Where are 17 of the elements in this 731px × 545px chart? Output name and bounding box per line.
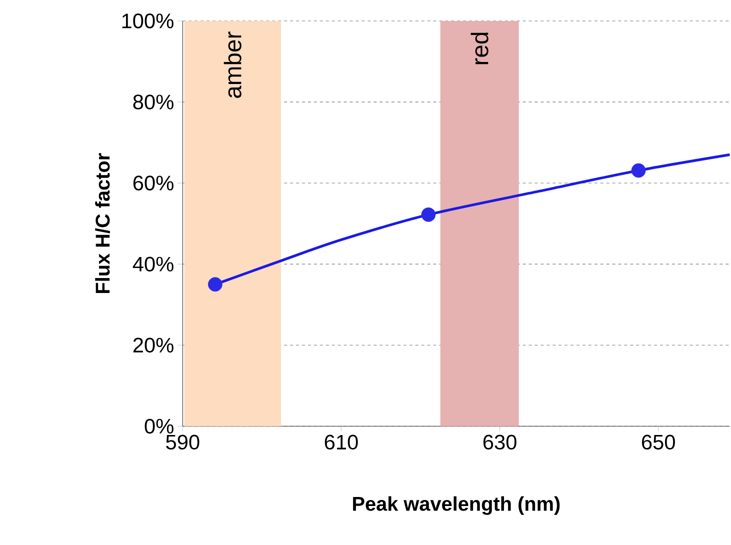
x-axis-title: Peak wavelength (nm) xyxy=(353,496,560,515)
y-axis-title: Flux H/C factor xyxy=(95,153,110,293)
band-label: amber xyxy=(224,32,242,98)
y-tick-label: 60% xyxy=(133,176,174,190)
x-tick-label: 590 xyxy=(166,434,200,450)
x-tick-label: 610 xyxy=(324,434,358,450)
point xyxy=(421,207,436,222)
point xyxy=(631,163,646,178)
y-tick-label: 40% xyxy=(132,256,174,272)
band-label: red xyxy=(470,32,488,64)
x-tick-label: 630 xyxy=(483,434,516,450)
y-tick-label: 80% xyxy=(133,94,174,110)
point xyxy=(208,277,222,292)
x-tick-label: 650 xyxy=(642,434,675,450)
y-tick-label: 20% xyxy=(133,338,174,353)
y-tick-label: 100% xyxy=(122,14,174,28)
y-tick-label: 0% xyxy=(144,418,174,434)
